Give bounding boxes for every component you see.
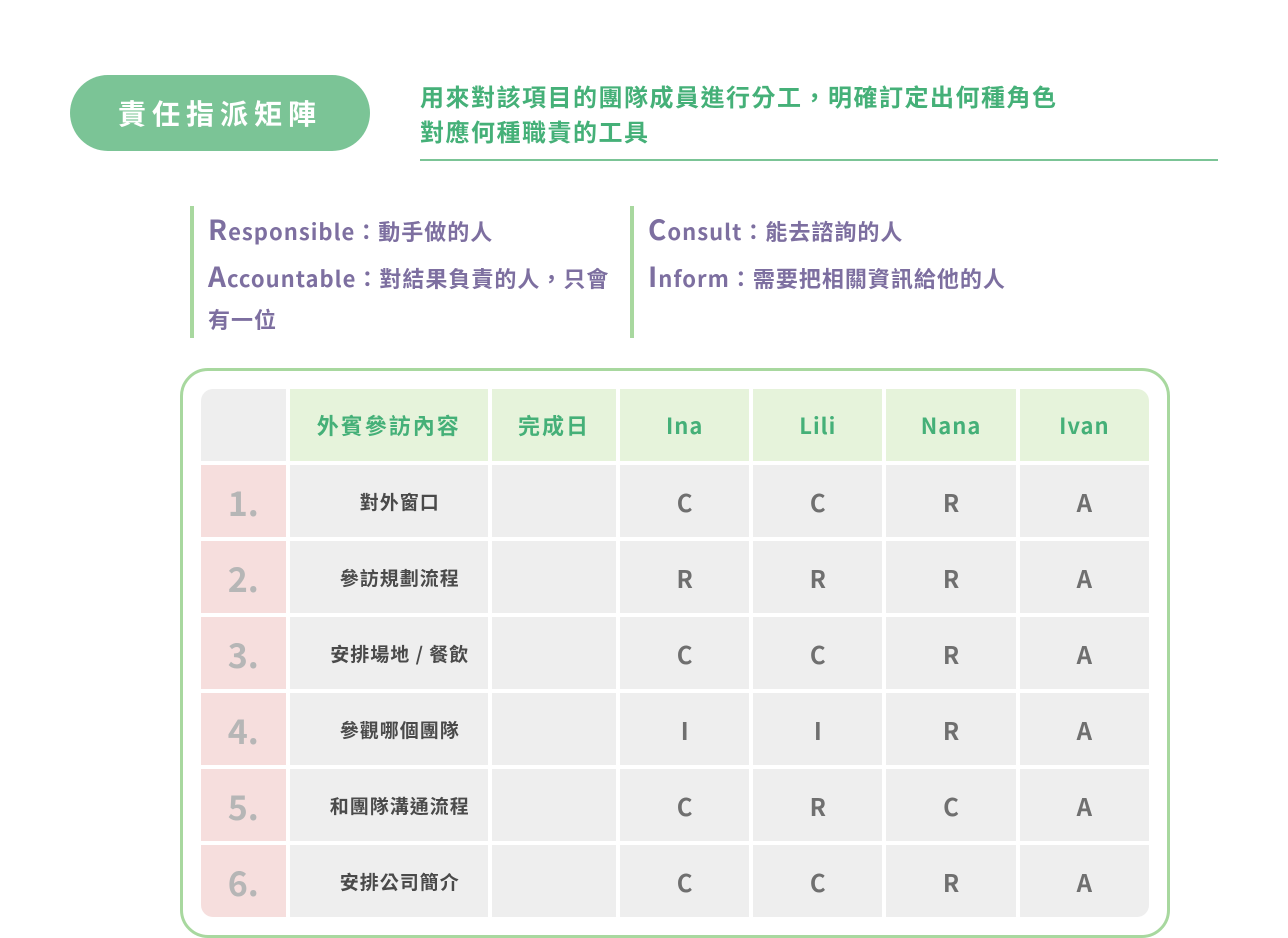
raci-cell: A [1020,693,1149,765]
raci-table: 外賓參訪內容 完成日 Ina Lili Nana Ivan 1.對外窗口CCRA… [197,385,1153,921]
raci-cell: A [1020,541,1149,613]
raci-cell: R [886,541,1015,613]
legend-accountable: Accountable：對結果負責的人，只會有一位 [208,253,630,338]
header-person-2: Nana [886,389,1015,461]
table-row: 1.對外窗口CCRA [201,465,1149,537]
raci-cell: C [620,465,749,537]
header-blank [201,389,286,461]
header: 責任指派矩陣 用來對該項目的團隊成員進行分工，明確訂定出何種角色 對應何種職責的… [70,75,1218,161]
header-date: 完成日 [492,389,616,461]
raci-cell: A [1020,769,1149,841]
header-person-3: Ivan [1020,389,1149,461]
row-task: 參觀哪個團隊 [290,693,489,765]
raci-cell: I [620,693,749,765]
raci-cell: R [886,845,1015,917]
raci-cell: R [620,541,749,613]
row-date [492,617,616,689]
raci-table-container: 外賓參訪內容 完成日 Ina Lili Nana Ivan 1.對外窗口CCRA… [180,368,1170,938]
raci-cell: C [620,769,749,841]
raci-cell: C [620,845,749,917]
title-pill: 責任指派矩陣 [70,75,370,151]
row-date [492,541,616,613]
row-task: 和團隊溝通流程 [290,769,489,841]
raci-legend: Responsible：動手做的人 Accountable：對結果負責的人，只會… [190,206,1218,339]
row-number: 2. [201,541,286,613]
row-number: 4. [201,693,286,765]
row-number: 1. [201,465,286,537]
table-row: 5.和團隊溝通流程CRCA [201,769,1149,841]
raci-cell: C [753,465,882,537]
row-date [492,693,616,765]
row-date [492,769,616,841]
legend-right: Consult：能去諮詢的人 Inform：需要把相關資訊給他的人 [630,206,1218,339]
raci-cell: R [886,465,1015,537]
subtitle: 用來對該項目的團隊成員進行分工，明確訂定出何種角色 對應何種職責的工具 [420,75,1218,161]
legend-consult: Consult：能去諮詢的人 [648,206,1218,254]
table-row: 4.參觀哪個團隊IIRA [201,693,1149,765]
table-row: 3.安排場地 / 餐飲CCRA [201,617,1149,689]
raci-cell: I [753,693,882,765]
table-row: 6.安排公司簡介CCRA [201,845,1149,917]
raci-cell: C [753,617,882,689]
raci-cell: A [1020,845,1149,917]
row-task: 安排場地 / 餐飲 [290,617,489,689]
row-date [492,465,616,537]
header-content: 外賓參訪內容 [290,389,489,461]
row-task: 安排公司簡介 [290,845,489,917]
header-person-1: Lili [753,389,882,461]
row-date [492,845,616,917]
table-header-row: 外賓參訪內容 完成日 Ina Lili Nana Ivan [201,389,1149,461]
subtitle-line-1: 用來對該項目的團隊成員進行分工，明確訂定出何種角色 [420,79,1218,114]
row-number: 3. [201,617,286,689]
legend-inform: Inform：需要把相關資訊給他的人 [648,253,1218,301]
raci-cell: C [620,617,749,689]
header-person-0: Ina [620,389,749,461]
table-row: 2.參訪規劃流程RRRA [201,541,1149,613]
row-number: 6. [201,845,286,917]
raci-cell: R [886,617,1015,689]
row-task: 對外窗口 [290,465,489,537]
raci-cell: R [753,769,882,841]
row-number: 5. [201,769,286,841]
subtitle-line-2: 對應何種職責的工具 [420,114,1218,149]
raci-cell: C [886,769,1015,841]
legend-left: Responsible：動手做的人 Accountable：對結果負責的人，只會… [190,206,630,339]
raci-cell: C [753,845,882,917]
raci-cell: A [1020,617,1149,689]
row-task: 參訪規劃流程 [290,541,489,613]
raci-cell: R [753,541,882,613]
legend-responsible: Responsible：動手做的人 [208,206,630,254]
raci-cell: R [886,693,1015,765]
raci-cell: A [1020,465,1149,537]
